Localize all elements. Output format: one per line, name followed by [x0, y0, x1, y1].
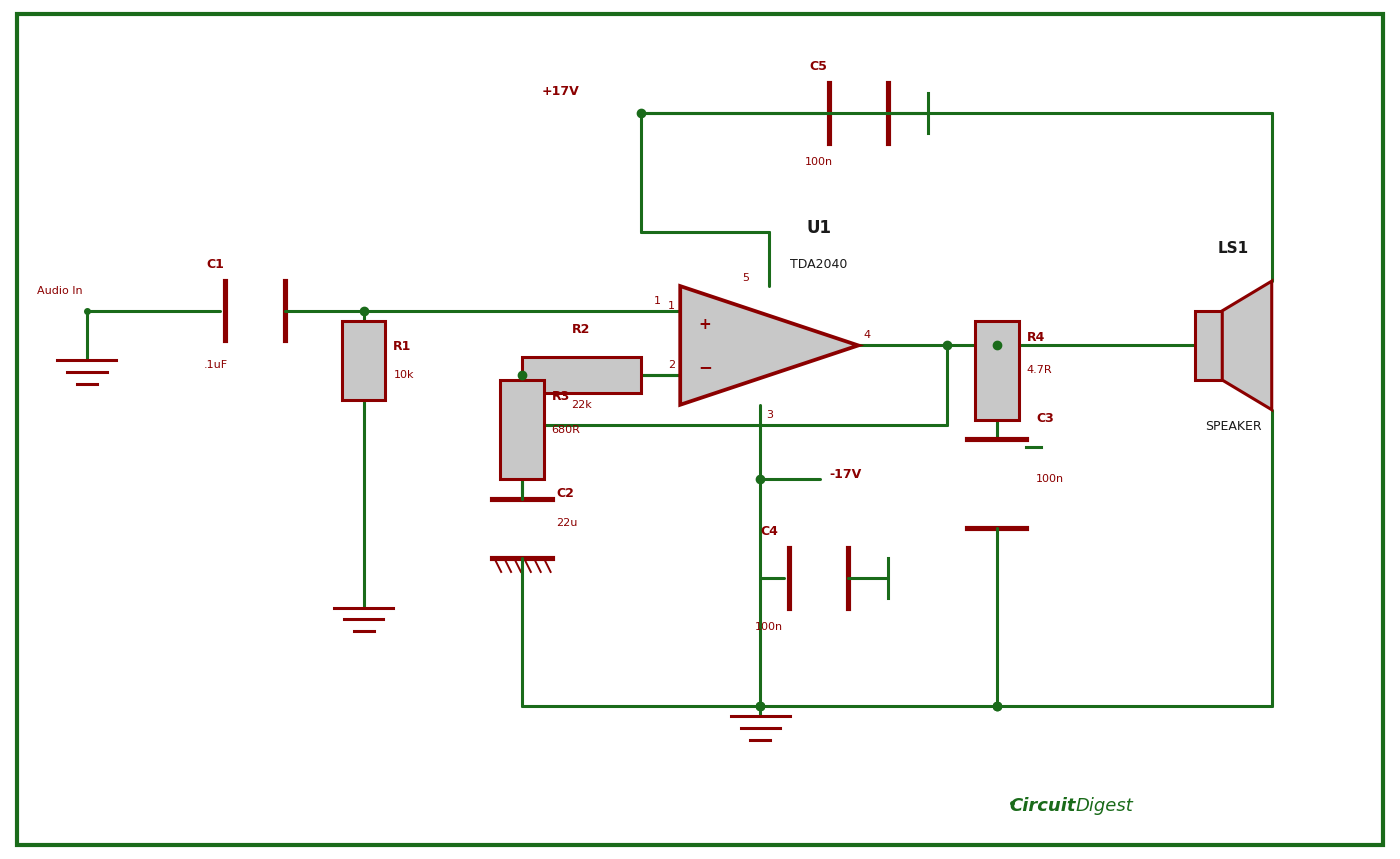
Text: C5: C5 [809, 60, 827, 73]
Text: SPEAKER: SPEAKER [1205, 419, 1261, 433]
Text: R4: R4 [1026, 331, 1044, 344]
FancyBboxPatch shape [522, 357, 641, 393]
Text: +17V: +17V [542, 85, 580, 98]
Text: 10k: 10k [393, 370, 414, 381]
Text: R2: R2 [573, 322, 591, 336]
Text: 680R: 680R [552, 424, 581, 435]
Text: TDA2040: TDA2040 [790, 259, 847, 271]
FancyBboxPatch shape [342, 320, 385, 399]
Text: 1: 1 [654, 295, 661, 306]
Text: Circuit: Circuit [1009, 797, 1075, 815]
Text: 3: 3 [766, 410, 773, 420]
FancyBboxPatch shape [500, 380, 543, 479]
Text: U1: U1 [806, 219, 832, 236]
Polygon shape [1222, 281, 1271, 410]
FancyBboxPatch shape [1194, 311, 1222, 380]
Text: 100n: 100n [1036, 474, 1064, 484]
Text: Digest: Digest [1075, 797, 1134, 815]
Text: R3: R3 [552, 390, 570, 403]
Text: 100n: 100n [755, 623, 784, 632]
Text: 100n: 100n [805, 157, 833, 168]
FancyBboxPatch shape [974, 320, 1019, 419]
Text: C3: C3 [1036, 411, 1054, 424]
Text: C1: C1 [206, 259, 224, 271]
Polygon shape [680, 286, 858, 405]
Text: -17V: -17V [830, 467, 862, 480]
Text: 4: 4 [864, 331, 871, 340]
Text: 22u: 22u [557, 519, 578, 528]
Text: 1: 1 [668, 301, 675, 311]
Text: C2: C2 [557, 487, 574, 500]
Text: 4.7R: 4.7R [1026, 365, 1051, 375]
Text: LS1: LS1 [1218, 241, 1249, 256]
Text: 5: 5 [742, 273, 749, 283]
Text: +: + [699, 317, 711, 332]
Text: .1uF: .1uF [203, 360, 227, 370]
Text: 2: 2 [668, 360, 675, 370]
Text: −: − [699, 358, 711, 375]
Text: C4: C4 [760, 526, 778, 539]
Text: 22k: 22k [571, 399, 592, 410]
Text: R1: R1 [393, 340, 412, 353]
Text: Audio In: Audio In [38, 286, 83, 296]
